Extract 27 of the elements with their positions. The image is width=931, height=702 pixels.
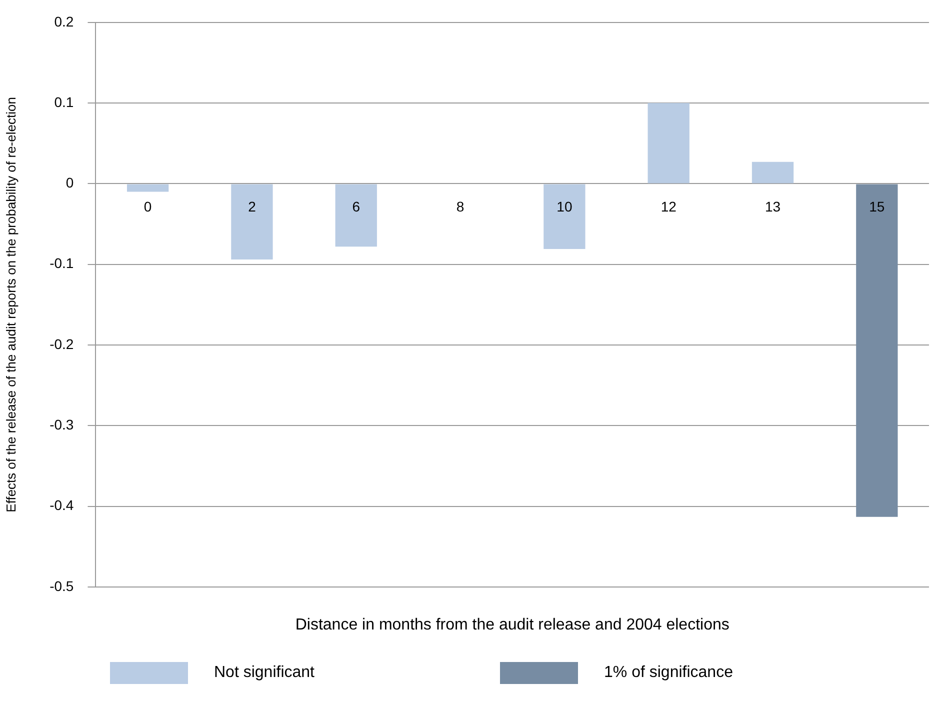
y-tick-label: 0 xyxy=(66,174,74,191)
bar xyxy=(126,184,169,192)
y-tick-label: -0.3 xyxy=(50,416,74,433)
y-tick-label: -0.2 xyxy=(50,336,74,352)
x-tick-label: 12 xyxy=(660,198,677,215)
bar xyxy=(335,184,377,247)
x-tick-label: 2 xyxy=(248,198,256,215)
x-tick-label: 15 xyxy=(869,198,885,215)
bar xyxy=(231,184,273,260)
bar xyxy=(648,103,690,184)
bar xyxy=(752,162,794,184)
legend-label: Not significant xyxy=(214,664,314,682)
y-tick-label: 0.1 xyxy=(54,94,74,110)
x-tick-label: 0 xyxy=(144,198,152,215)
x-axis-title: Distance in months from the audit release and 2004 elections xyxy=(295,616,730,634)
bar xyxy=(544,184,586,250)
x-tick-label: 8 xyxy=(456,198,464,215)
x-tick-label: 13 xyxy=(764,198,781,215)
y-tick-label: -0.4 xyxy=(50,497,74,514)
x-tick-label: 10 xyxy=(556,198,572,215)
bar xyxy=(856,184,898,517)
legend-label: 1% of significance xyxy=(604,664,733,682)
y-tick-label: 0.2 xyxy=(54,13,74,30)
y-tick-label: -0.1 xyxy=(50,255,74,272)
x-tick-label: 6 xyxy=(352,198,360,215)
y-axis-title: Effects of the release of the audit reports on the probability of re-election xyxy=(3,97,18,512)
y-tick-label: -0.5 xyxy=(50,578,74,594)
